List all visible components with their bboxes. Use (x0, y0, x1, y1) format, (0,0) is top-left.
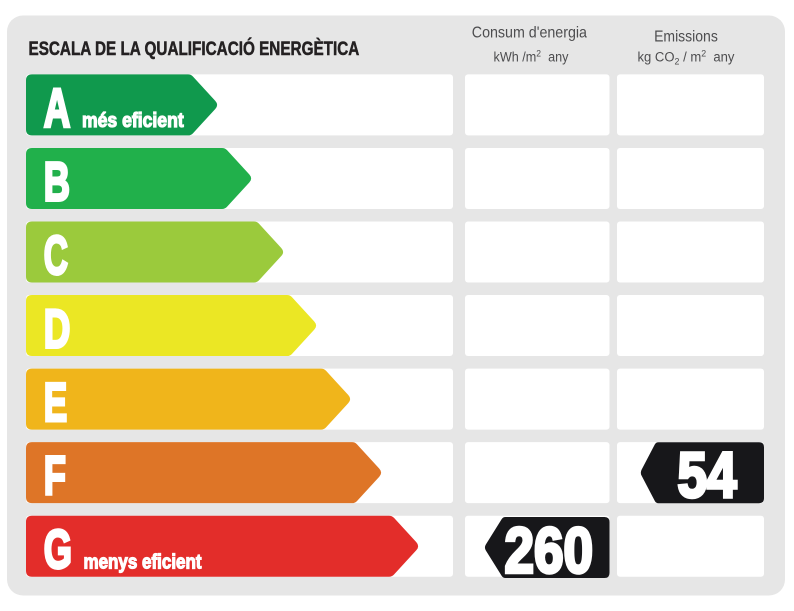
svg-text:kg CO2 / m2 any: kg CO2 / m2 any (638, 48, 735, 66)
svg-text:54: 54 (678, 440, 737, 511)
svg-text:Consum d'energia: Consum d'energia (472, 24, 588, 42)
svg-text:F: F (44, 445, 66, 506)
svg-text:més eficient: més eficient (82, 109, 184, 131)
svg-text:Emissions: Emissions (654, 28, 718, 46)
svg-text:C: C (44, 224, 68, 286)
svg-text:E: E (44, 371, 67, 433)
svg-text:G: G (44, 518, 72, 579)
svg-text:A: A (44, 77, 71, 138)
svg-text:menys eficient: menys eficient (84, 550, 202, 573)
svg-text:B: B (44, 151, 70, 212)
svg-text:kWh /m2 any: kWh /m2 any (494, 48, 569, 65)
svg-text:D: D (44, 298, 71, 359)
svg-text:260: 260 (504, 516, 593, 587)
svg-text:ESCALA DE LA QUALIFICACIÓ ENER: ESCALA DE LA QUALIFICACIÓ ENERGÈTICA (29, 37, 360, 59)
